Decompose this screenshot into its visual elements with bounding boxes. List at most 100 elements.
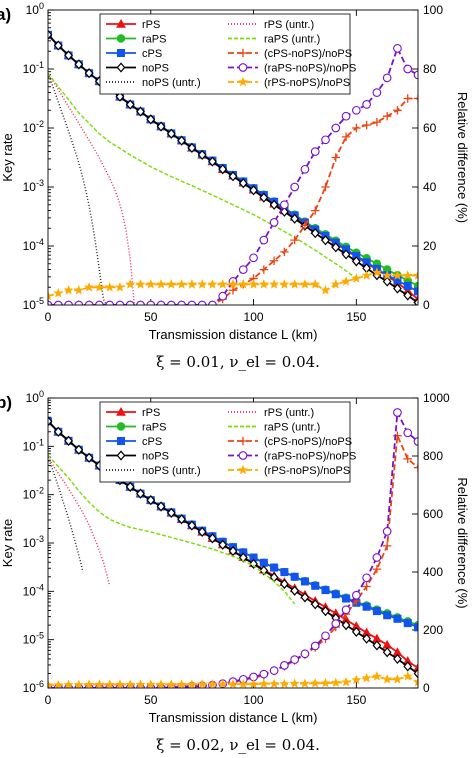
data-point xyxy=(177,135,187,146)
data-point xyxy=(177,300,186,305)
data-point xyxy=(321,631,330,641)
legend-entry: cPS xyxy=(106,436,162,448)
data-point xyxy=(115,91,125,102)
data-point xyxy=(372,117,382,127)
data-point xyxy=(228,545,238,557)
data-point xyxy=(136,488,145,499)
y2-tick-label: 400 xyxy=(423,565,443,579)
data-point xyxy=(331,242,341,253)
data-point xyxy=(310,678,321,688)
data-point xyxy=(125,300,135,305)
data-point xyxy=(156,300,166,305)
data-point xyxy=(300,279,310,289)
data-point xyxy=(372,564,382,574)
data-point xyxy=(382,647,392,658)
data-point xyxy=(84,300,94,305)
data-point xyxy=(310,147,320,156)
chart-panel-1: 10-610-510-410-310-210-11000200400600800… xyxy=(0,389,470,754)
data-point xyxy=(290,655,300,664)
data-point xyxy=(351,256,361,267)
legend-marker xyxy=(238,464,248,475)
data-point xyxy=(310,228,320,239)
x-tick-label: 150 xyxy=(346,693,366,707)
data-point xyxy=(382,527,392,536)
y-tick-label: 10-5 xyxy=(23,296,44,312)
data-point xyxy=(238,552,248,563)
plot-frame xyxy=(47,397,419,689)
data-point xyxy=(125,279,136,289)
data-point xyxy=(393,408,402,417)
data-point xyxy=(362,633,372,644)
data-point xyxy=(393,283,402,294)
legend-entry: (rPS-noPS)/noPS xyxy=(228,464,350,477)
legend-box xyxy=(99,13,351,95)
data-point xyxy=(197,526,207,537)
legend-entry: raPS (untr.) xyxy=(228,34,320,46)
data-point xyxy=(413,270,418,280)
data-point xyxy=(269,218,279,227)
y-tick-label: 10-4 xyxy=(23,237,44,253)
series-line-raps-untr- xyxy=(48,72,357,280)
data-point xyxy=(73,679,84,688)
y2-tick-label: 0 xyxy=(423,298,430,312)
legend-marker xyxy=(116,18,126,28)
data-point xyxy=(382,73,392,83)
data-point xyxy=(351,273,362,283)
data-point xyxy=(238,678,249,688)
panel-caption: ξ = 0.02, ν_el = 0.04. xyxy=(156,736,320,754)
data-point xyxy=(145,279,156,289)
data-point xyxy=(341,276,351,286)
x-tick-label: 0 xyxy=(45,310,52,324)
panel-label: b) xyxy=(0,393,12,412)
data-point xyxy=(208,156,217,167)
legend-entry: raPS xyxy=(106,34,166,46)
data-point xyxy=(403,428,413,438)
data-point xyxy=(413,70,418,80)
data-point xyxy=(48,416,53,427)
legend-marker xyxy=(116,422,126,431)
data-point xyxy=(218,539,228,550)
legend-label: noPS (untr.) xyxy=(142,77,201,89)
data-point xyxy=(311,581,320,590)
legend-entry: rPS (untr.) xyxy=(228,19,314,31)
legend-label: cPS xyxy=(142,436,162,448)
data-point xyxy=(104,282,115,292)
data-point xyxy=(94,282,105,292)
data-point xyxy=(393,653,402,665)
data-point xyxy=(64,435,73,446)
y2-tick-label: 0 xyxy=(423,681,430,695)
data-point xyxy=(218,164,228,175)
y2-tick-label: 200 xyxy=(423,623,443,637)
data-point xyxy=(63,284,74,295)
data-point xyxy=(258,678,269,688)
legend-entry: (raPS-noPS)/noPS xyxy=(228,451,356,463)
data-point xyxy=(372,553,382,562)
legend-label: (rPS-noPS)/noPS xyxy=(264,465,350,477)
data-point xyxy=(207,279,218,289)
data-point xyxy=(74,59,84,70)
legend-label: noPS xyxy=(142,63,169,75)
data-point xyxy=(371,671,382,681)
data-point xyxy=(403,281,412,290)
legend-marker xyxy=(116,34,126,43)
data-point xyxy=(259,192,269,203)
data-point xyxy=(351,674,362,685)
legend-label: noPS xyxy=(142,451,169,463)
legend-label: rPS xyxy=(142,407,160,419)
data-point xyxy=(64,50,73,61)
legend-entry: (cPS-noPS)/noPS xyxy=(228,48,352,60)
data-point xyxy=(382,541,392,551)
data-point xyxy=(372,640,382,651)
data-point xyxy=(289,279,300,289)
data-point xyxy=(156,279,166,289)
data-point xyxy=(135,279,146,289)
data-point xyxy=(393,614,402,623)
data-point xyxy=(321,182,330,192)
legend-label: noPS (untr.) xyxy=(142,465,201,477)
data-point xyxy=(228,286,238,295)
series-line-rps-untr- xyxy=(48,72,135,305)
data-point xyxy=(362,582,371,591)
y2-tick-label: 100 xyxy=(423,3,443,17)
legend-entry: (raPS-noPS)/noPS xyxy=(228,63,356,75)
y-axis-title: Key rate xyxy=(0,133,15,181)
